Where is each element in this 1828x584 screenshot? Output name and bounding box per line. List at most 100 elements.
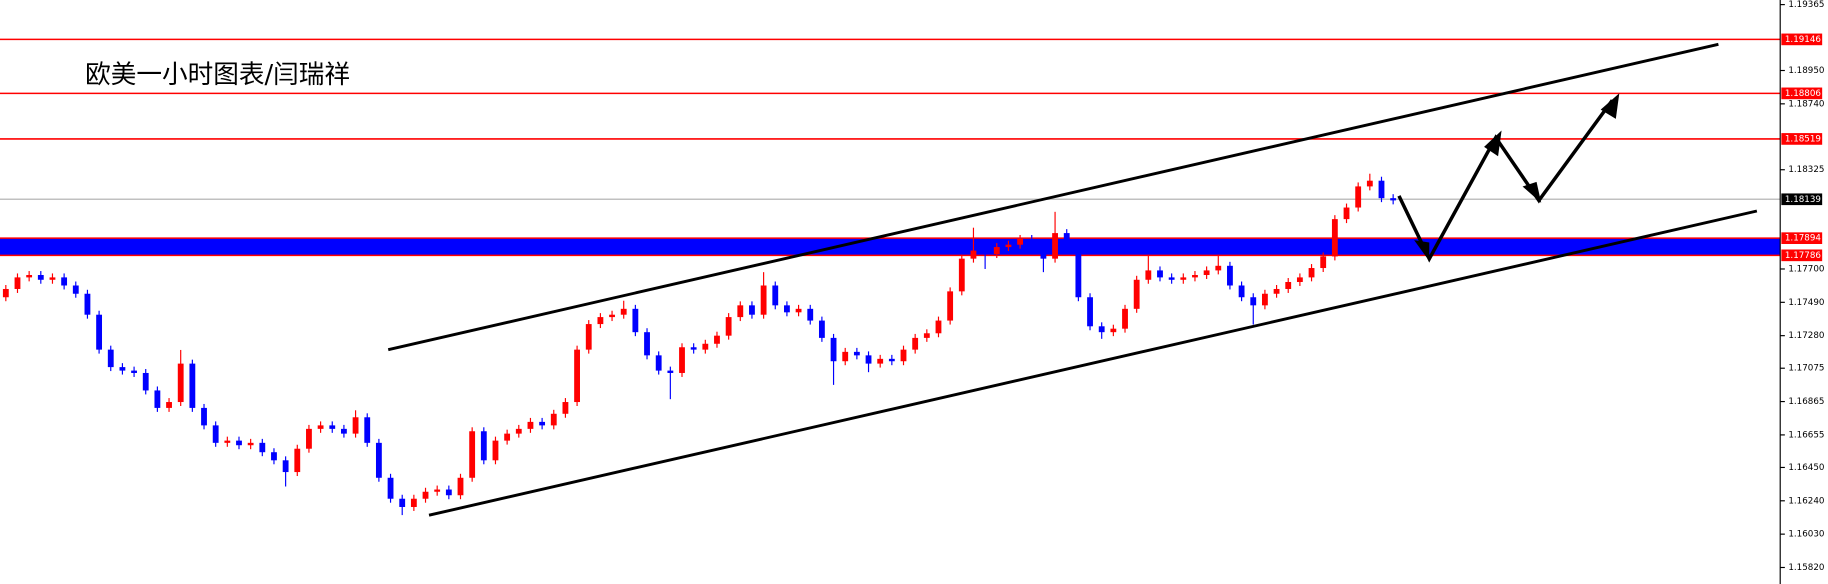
candle-body (1110, 328, 1117, 333)
arrow-head (1484, 130, 1502, 157)
candle-body (1005, 244, 1012, 248)
candle-body (760, 285, 767, 315)
forecast-path (1397, 99, 1614, 263)
candle-body (585, 324, 592, 350)
candle-body (154, 390, 161, 408)
candle-body (853, 351, 860, 356)
candle-body (224, 440, 231, 443)
candle-body (399, 498, 406, 507)
candle-body (177, 363, 184, 403)
candle-body (107, 349, 114, 368)
candle-body (492, 440, 499, 461)
candle-body (912, 337, 919, 350)
candle-body (1355, 186, 1362, 208)
candle-body (620, 308, 627, 315)
level-label-bg (1781, 232, 1823, 245)
candle-body (142, 372, 149, 391)
candle-body (574, 349, 580, 403)
candle-body (679, 347, 685, 373)
candle-body (212, 425, 219, 443)
channel-lower (428, 209, 1758, 517)
y-tick-label: 1.16240 (1788, 496, 1824, 506)
candle-body (935, 320, 942, 334)
candle-body (26, 275, 33, 278)
candle-body (306, 428, 312, 449)
candle-body (784, 305, 790, 313)
candle-body (667, 370, 674, 373)
candle-body (725, 317, 732, 336)
candle-body (527, 421, 534, 429)
level-label-bg (1781, 249, 1823, 262)
candle-body (387, 477, 394, 499)
candle-body (189, 363, 196, 408)
y-tick-label: 1.16030 (1788, 530, 1824, 540)
axis-labels: 1.19365 1.18950 1.18740 1.18325 1.17700 1.174… (1780, 0, 1824, 573)
level-label-bg (1781, 87, 1823, 100)
candle-body (1168, 277, 1175, 280)
candle-body (877, 358, 884, 364)
candle-body (947, 291, 954, 321)
candle-body (1192, 275, 1198, 278)
candle-body (480, 431, 487, 461)
level-label-bg (1781, 133, 1823, 145)
y-tick-label: 1.18950 (1788, 66, 1824, 76)
candle-body (469, 431, 476, 478)
candle-body (504, 433, 511, 441)
candle-body (1133, 279, 1140, 309)
candle-body (1215, 265, 1222, 271)
candle-body (166, 402, 172, 408)
candle-body (830, 337, 837, 362)
candle-body (247, 442, 254, 446)
level-label-bg (1781, 193, 1823, 206)
candle-body (597, 317, 604, 325)
arrow-head (1600, 93, 1620, 119)
candles (2, 173, 1397, 516)
candle-body (1378, 180, 1385, 199)
y-tick-label: 1.17700 (1788, 264, 1824, 274)
level-label: 1.18519 (1785, 134, 1821, 144)
candle-body (1017, 238, 1024, 245)
level-label: 1.17786 (1785, 251, 1821, 261)
zone (0, 238, 1781, 256)
candle-body (259, 442, 266, 453)
candle-body (900, 349, 907, 362)
candle-body (1343, 207, 1350, 220)
level-label: 1.19146 (1785, 35, 1821, 45)
candle-body (1203, 270, 1210, 276)
candle-body (1366, 180, 1373, 187)
candle-body (714, 335, 720, 344)
candle-body (1273, 288, 1280, 294)
candle-body (236, 440, 242, 446)
candle-body (1250, 297, 1257, 306)
candle-body (1308, 268, 1315, 278)
candle-body (702, 343, 709, 350)
candle-body (317, 425, 324, 429)
y-tick-label: 1.17280 (1788, 331, 1824, 341)
candle-body (993, 247, 1000, 255)
candle-body (1028, 238, 1035, 251)
candle-body (807, 308, 814, 321)
candle-body (119, 367, 126, 371)
arrow-head (1414, 240, 1430, 262)
candle-body (1052, 233, 1058, 259)
level-label: 1.17894 (1785, 234, 1822, 244)
level-label: 1.18139 (1785, 195, 1821, 205)
arrow-head (1522, 181, 1542, 203)
candle-body (923, 333, 930, 338)
candle-body (1285, 281, 1292, 289)
candle-body (865, 355, 872, 364)
level-label: 1.18806 (1785, 89, 1821, 99)
candle-body (609, 314, 615, 318)
candle-body (1261, 293, 1268, 306)
candle-body (818, 320, 825, 338)
candle-body (201, 407, 207, 426)
candle-body (341, 428, 347, 434)
candle-body (690, 347, 697, 350)
candle-body (515, 428, 522, 434)
chart-title: 欧美一小时图表/闫瑞祥 (85, 60, 350, 90)
level-label-bg (1781, 33, 1823, 46)
candle-body (1157, 270, 1163, 278)
drawings (387, 42, 1758, 517)
candle-body (842, 351, 849, 362)
candle-body (271, 452, 277, 461)
